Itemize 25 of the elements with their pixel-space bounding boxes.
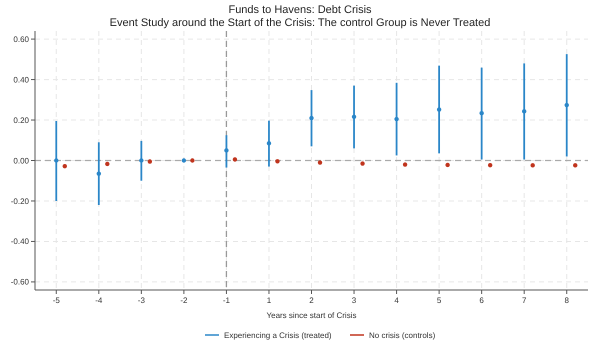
x-tick-label: -3 <box>138 296 146 305</box>
legend-label: Experiencing a Crisis (treated) <box>224 330 332 340</box>
y-tick-label: 0.20 <box>13 116 30 125</box>
chart-subtitle: Event Study around the Start of the Crisis: The control Group is Never Treated <box>110 17 490 29</box>
x-tick-label: 5 <box>436 296 442 305</box>
chart-title: Funds to Havens: Debt Crisis <box>228 4 372 16</box>
x-tick-label: 7 <box>522 296 527 305</box>
x-tick-label: 6 <box>479 296 484 305</box>
x-tick-label: -4 <box>95 296 103 305</box>
legend-label: No crisis (controls) <box>369 330 436 340</box>
x-tick-label: -2 <box>180 296 188 305</box>
y-tick-label: 0.00 <box>13 156 30 166</box>
x-tick-label: -1 <box>222 296 231 305</box>
y-tick-label: 0.60 <box>13 34 30 44</box>
x-tick-label: 3 <box>352 296 357 305</box>
x-tick-label: 4 <box>394 296 400 305</box>
x-tick-label: 2 <box>309 296 314 305</box>
y-tick-label: -0.20 <box>10 196 30 206</box>
x-tick-label: 1 <box>266 296 272 305</box>
x-tick-label: 8 <box>564 296 570 305</box>
x-tick-label: -5 <box>52 296 60 305</box>
y-tick-label: -0.60 <box>10 278 30 287</box>
y-tick-label: -0.40 <box>10 237 30 246</box>
x-axis-title: Years since start of Crisis <box>266 311 356 320</box>
y-tick-label: 0.40 <box>13 75 30 84</box>
